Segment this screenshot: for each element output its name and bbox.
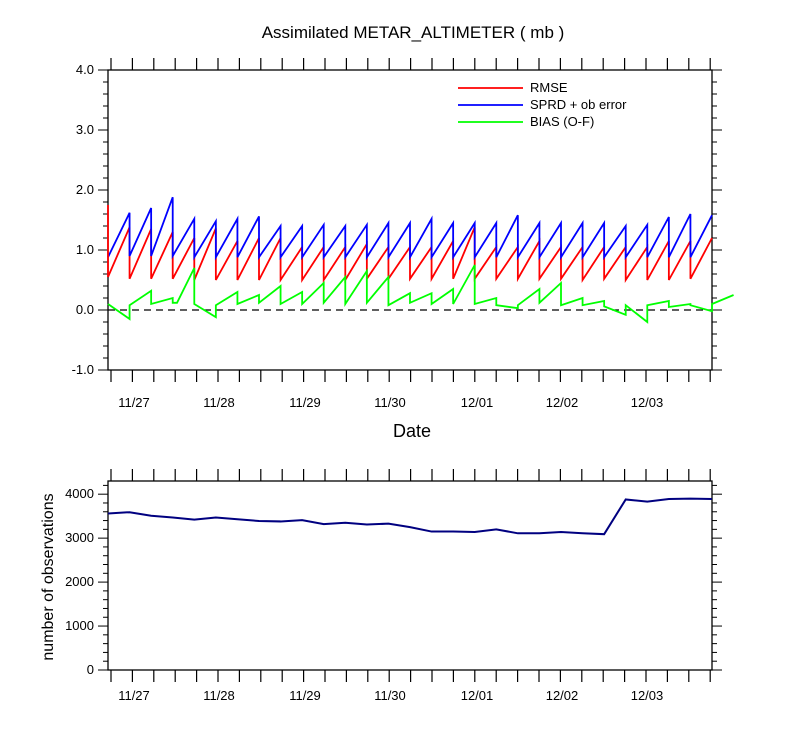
bottom-plot: 0 1000 2000 3000 4000 11/27 11/28 11/29 11/30 12/…	[40, 469, 722, 703]
y-tick-label: 4000	[65, 486, 94, 501]
x-tick-label: 11/29	[289, 688, 321, 703]
series-line-bias	[107, 264, 734, 324]
plot-frame	[107, 69, 713, 371]
chart-title: Assimilated METAR_ALTIMETER ( mb )	[262, 23, 565, 42]
y-tick-label: 0.0	[76, 302, 94, 317]
y-tick-label: 2.0	[76, 182, 94, 197]
x-tick-label: 11/30	[374, 395, 406, 410]
y-tick-label: -1.0	[72, 362, 94, 377]
x-axis-label: Date	[393, 421, 431, 441]
x-tick-label: 11/29	[289, 395, 321, 410]
series-line-sprd-ob-error	[107, 196, 713, 261]
legend-label: RMSE	[530, 80, 568, 95]
y-axis-label: number of observations	[40, 493, 57, 660]
x-tick-label: 12/02	[546, 395, 579, 410]
x-tick-label: 12/01	[461, 688, 494, 703]
x-tick-label: 12/03	[631, 688, 664, 703]
top-plot: Assimilated METAR_ALTIMETER ( mb ) -1.0 0.…	[72, 23, 734, 441]
y-tick-label: 4.0	[76, 62, 94, 77]
legend-label: SPRD + ob error	[530, 97, 627, 112]
x-tick-label: 11/28	[203, 688, 235, 703]
y-tick-label: 0	[87, 662, 94, 677]
x-tick-label: 11/27	[118, 688, 150, 703]
x-tick-label: 12/03	[631, 395, 664, 410]
x-tick-label: 11/30	[374, 688, 406, 703]
legend-label: BIAS (O-F)	[530, 114, 594, 129]
series-line-observations	[107, 497, 713, 536]
x-tick-label: 12/01	[461, 395, 494, 410]
x-tick-label: 11/27	[118, 395, 150, 410]
plot-frame-bottom	[107, 480, 713, 671]
y-tick-label: 1000	[65, 618, 94, 633]
y-tick-label: 3000	[65, 530, 94, 545]
x-tick-label: 11/28	[203, 395, 235, 410]
y-tick-label: 1.0	[76, 242, 94, 257]
y-tick-label: 2000	[65, 574, 94, 589]
x-tick-label: 12/02	[546, 688, 579, 703]
y-tick-label: 3.0	[76, 122, 94, 137]
